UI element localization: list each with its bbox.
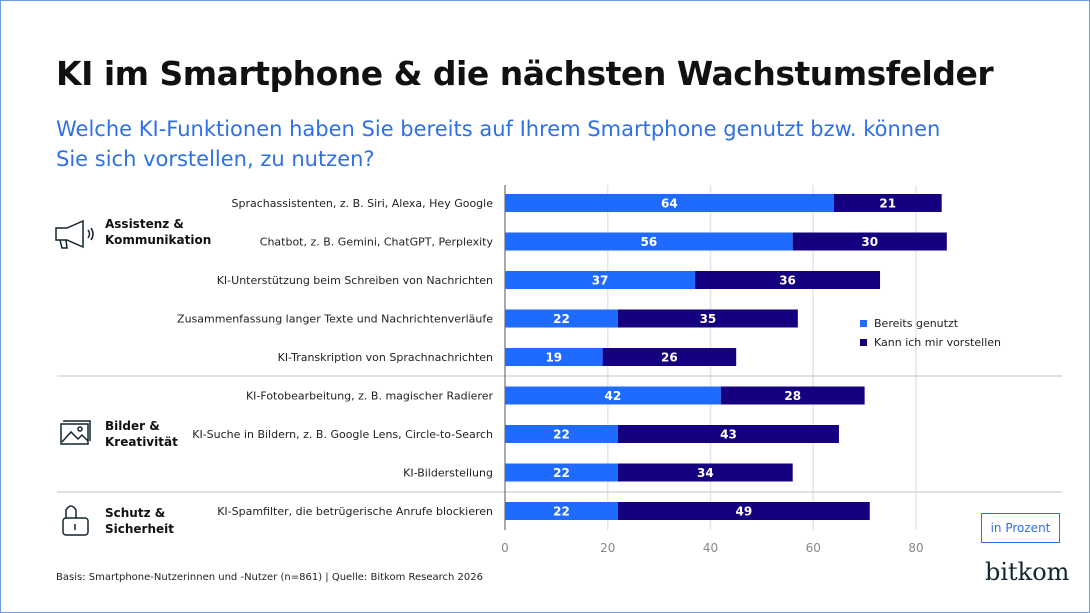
x-tick-label: 60 bbox=[806, 541, 821, 555]
bar-imagine bbox=[720, 386, 865, 405]
data-label: 22 bbox=[553, 428, 570, 442]
group-label-line: Sicherheit bbox=[105, 522, 174, 536]
bar-used bbox=[505, 425, 619, 443]
category-label: Chatbot, z. B. Gemini, ChatGPT, Perplexi… bbox=[260, 236, 494, 249]
data-label: 22 bbox=[553, 466, 570, 480]
data-label: 37 bbox=[592, 274, 609, 288]
data-label: 22 bbox=[553, 505, 570, 519]
category-label: KI-Suche in Bildern, z. B. Google Lens, … bbox=[192, 428, 493, 441]
group-label-line: Kreativität bbox=[105, 435, 178, 449]
data-label: 21 bbox=[879, 197, 896, 211]
legend-swatch bbox=[860, 339, 867, 346]
lock-icon bbox=[62, 505, 89, 536]
bar-used bbox=[505, 348, 603, 366]
data-label: 64 bbox=[661, 197, 678, 211]
group-label-line: Schutz & bbox=[105, 506, 166, 520]
data-label: 49 bbox=[736, 505, 753, 519]
bitkom-logo: bitkom bbox=[985, 558, 1070, 586]
subtitle: Welche KI-Funktionen haben Sie bereits a… bbox=[56, 117, 941, 171]
megaphone-icon bbox=[55, 219, 94, 249]
bar-imagine bbox=[618, 502, 870, 520]
data-label: 42 bbox=[605, 389, 622, 403]
bar-used bbox=[505, 194, 834, 212]
bar-imagine bbox=[618, 425, 839, 443]
data-label: 36 bbox=[779, 274, 796, 288]
bar-imagine bbox=[695, 271, 881, 289]
category-label: Zusammenfassung langer Texte und Nachric… bbox=[177, 313, 493, 326]
data-label: 30 bbox=[861, 235, 878, 249]
x-tick-label: 20 bbox=[600, 541, 615, 555]
page-title: KI im Smartphone & die nächsten Wachstum… bbox=[56, 54, 994, 93]
group-label-bilder: Bilder & Kreativität bbox=[105, 418, 215, 450]
bar-imagine bbox=[602, 348, 737, 366]
category-label: KI-Bilderstellung bbox=[403, 467, 493, 480]
data-label: 26 bbox=[661, 351, 678, 365]
data-label: 28 bbox=[784, 389, 801, 403]
group-label-assistenz: Assistenz & Kommunikation bbox=[105, 216, 215, 248]
data-label: 22 bbox=[553, 312, 570, 326]
bar-imagine bbox=[833, 194, 942, 212]
category-label: KI-Unterstützung beim Schreiben von Nach… bbox=[217, 274, 493, 287]
category-label: KI-Fotobearbeitung, z. B. magischer Radi… bbox=[246, 390, 494, 403]
bar-used bbox=[505, 386, 721, 405]
image-icon bbox=[60, 420, 91, 445]
data-label: 19 bbox=[545, 351, 562, 365]
category-label: KI-Spamfilter, die betrügerische Anrufe … bbox=[217, 505, 493, 518]
category-label: KI-Transkription von Sprachnachrichten bbox=[278, 351, 493, 364]
group-label-line: Bilder & bbox=[105, 419, 160, 433]
data-label: 56 bbox=[640, 235, 657, 249]
group-label-line: Assistenz & bbox=[105, 217, 184, 231]
x-tick-label: 80 bbox=[908, 541, 923, 555]
legend-label: Kann ich mir vorstellen bbox=[874, 336, 1001, 349]
bar-used bbox=[505, 232, 793, 251]
legend-swatch bbox=[860, 320, 867, 327]
data-label: 34 bbox=[697, 466, 714, 480]
category-label: Sprachassistenten, z. B. Siri, Alexa, He… bbox=[232, 197, 494, 210]
data-label: 35 bbox=[700, 312, 717, 326]
group-label-schutz: Schutz & Sicherheit bbox=[105, 505, 215, 537]
x-tick-label: 40 bbox=[703, 541, 718, 555]
bar-imagine bbox=[618, 309, 798, 328]
group-label-line: Kommunikation bbox=[105, 233, 212, 247]
legend-label: Bereits genutzt bbox=[874, 317, 959, 330]
unit-label: in Prozent bbox=[981, 513, 1060, 543]
bar-used bbox=[505, 309, 619, 328]
bar-used bbox=[505, 463, 619, 482]
data-label: 43 bbox=[720, 428, 737, 442]
bar-used bbox=[505, 502, 619, 520]
footnote: Basis: Smartphone-Nutzerinnen und -Nutze… bbox=[56, 572, 483, 583]
x-tick-label: 0 bbox=[501, 541, 509, 555]
bar-imagine bbox=[618, 463, 793, 482]
bar-imagine bbox=[792, 232, 947, 251]
bar-used bbox=[505, 271, 696, 289]
